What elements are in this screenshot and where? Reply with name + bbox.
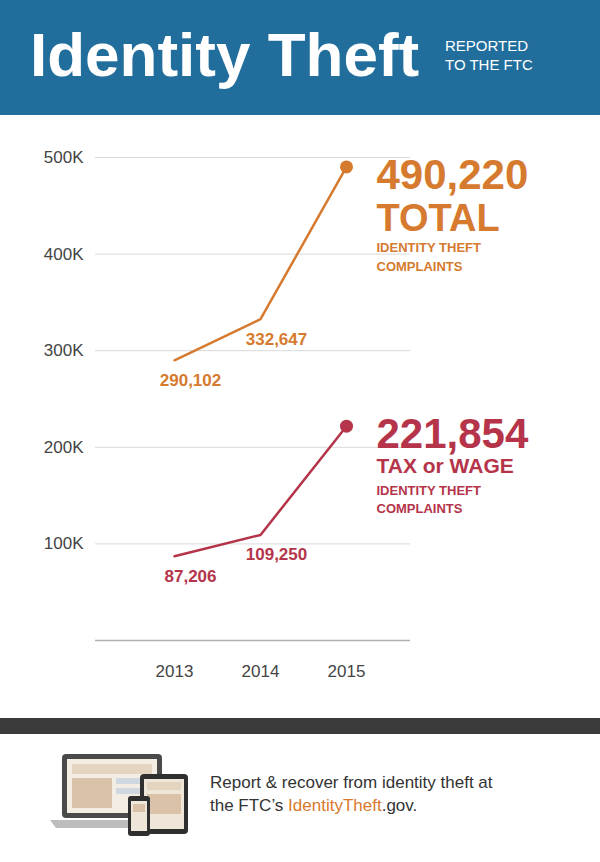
html-text:Identity Theft: Identity Theft <box>30 20 420 89</box>
svg-text:490,220: 490,220 <box>377 151 529 198</box>
svg-text:100K: 100K <box>44 534 84 553</box>
svg-text:IDENTITY THEFTCOMPLAINTS: IDENTITY THEFTCOMPLAINTS <box>377 240 482 274</box>
svg-text:2015: 2015 <box>328 662 366 681</box>
svg-text:500K: 500K <box>44 148 84 167</box>
svg-text:2013: 2013 <box>156 662 194 681</box>
svg-text:221,854: 221,854 <box>377 410 529 457</box>
svg-text:300K: 300K <box>44 341 84 360</box>
svg-text:332,647: 332,647 <box>246 330 307 349</box>
svg-text:TAX or WAGE: TAX or WAGE <box>377 454 514 477</box>
svg-text:400K: 400K <box>44 245 84 264</box>
svg-text:TOTAL: TOTAL <box>377 197 500 239</box>
svg-text:2014: 2014 <box>242 662 280 681</box>
html-text:Report & recover from identity: Report & recover from identity theft at <box>210 773 493 792</box>
svg-text:87,206: 87,206 <box>165 567 217 586</box>
html-text:the FTC’s IdentityTheft.gov.: the FTC’s IdentityTheft.gov. <box>210 796 418 815</box>
svg-text:290,102: 290,102 <box>160 371 221 390</box>
svg-text:IDENTITY THEFTCOMPLAINTS: IDENTITY THEFTCOMPLAINTS <box>377 483 482 517</box>
html-text:REPORTED TO THE FTC: REPORTED TO THE FTC <box>445 37 533 73</box>
svg-text:200K: 200K <box>44 438 84 457</box>
svg-text:109,250: 109,250 <box>246 545 307 564</box>
